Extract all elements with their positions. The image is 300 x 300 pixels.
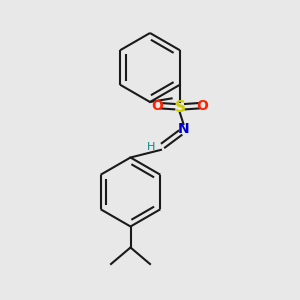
Text: H: H [147,142,155,152]
Text: N: N [178,122,189,136]
Text: O: O [152,99,163,113]
Text: S: S [174,100,185,115]
Text: O: O [196,99,208,113]
